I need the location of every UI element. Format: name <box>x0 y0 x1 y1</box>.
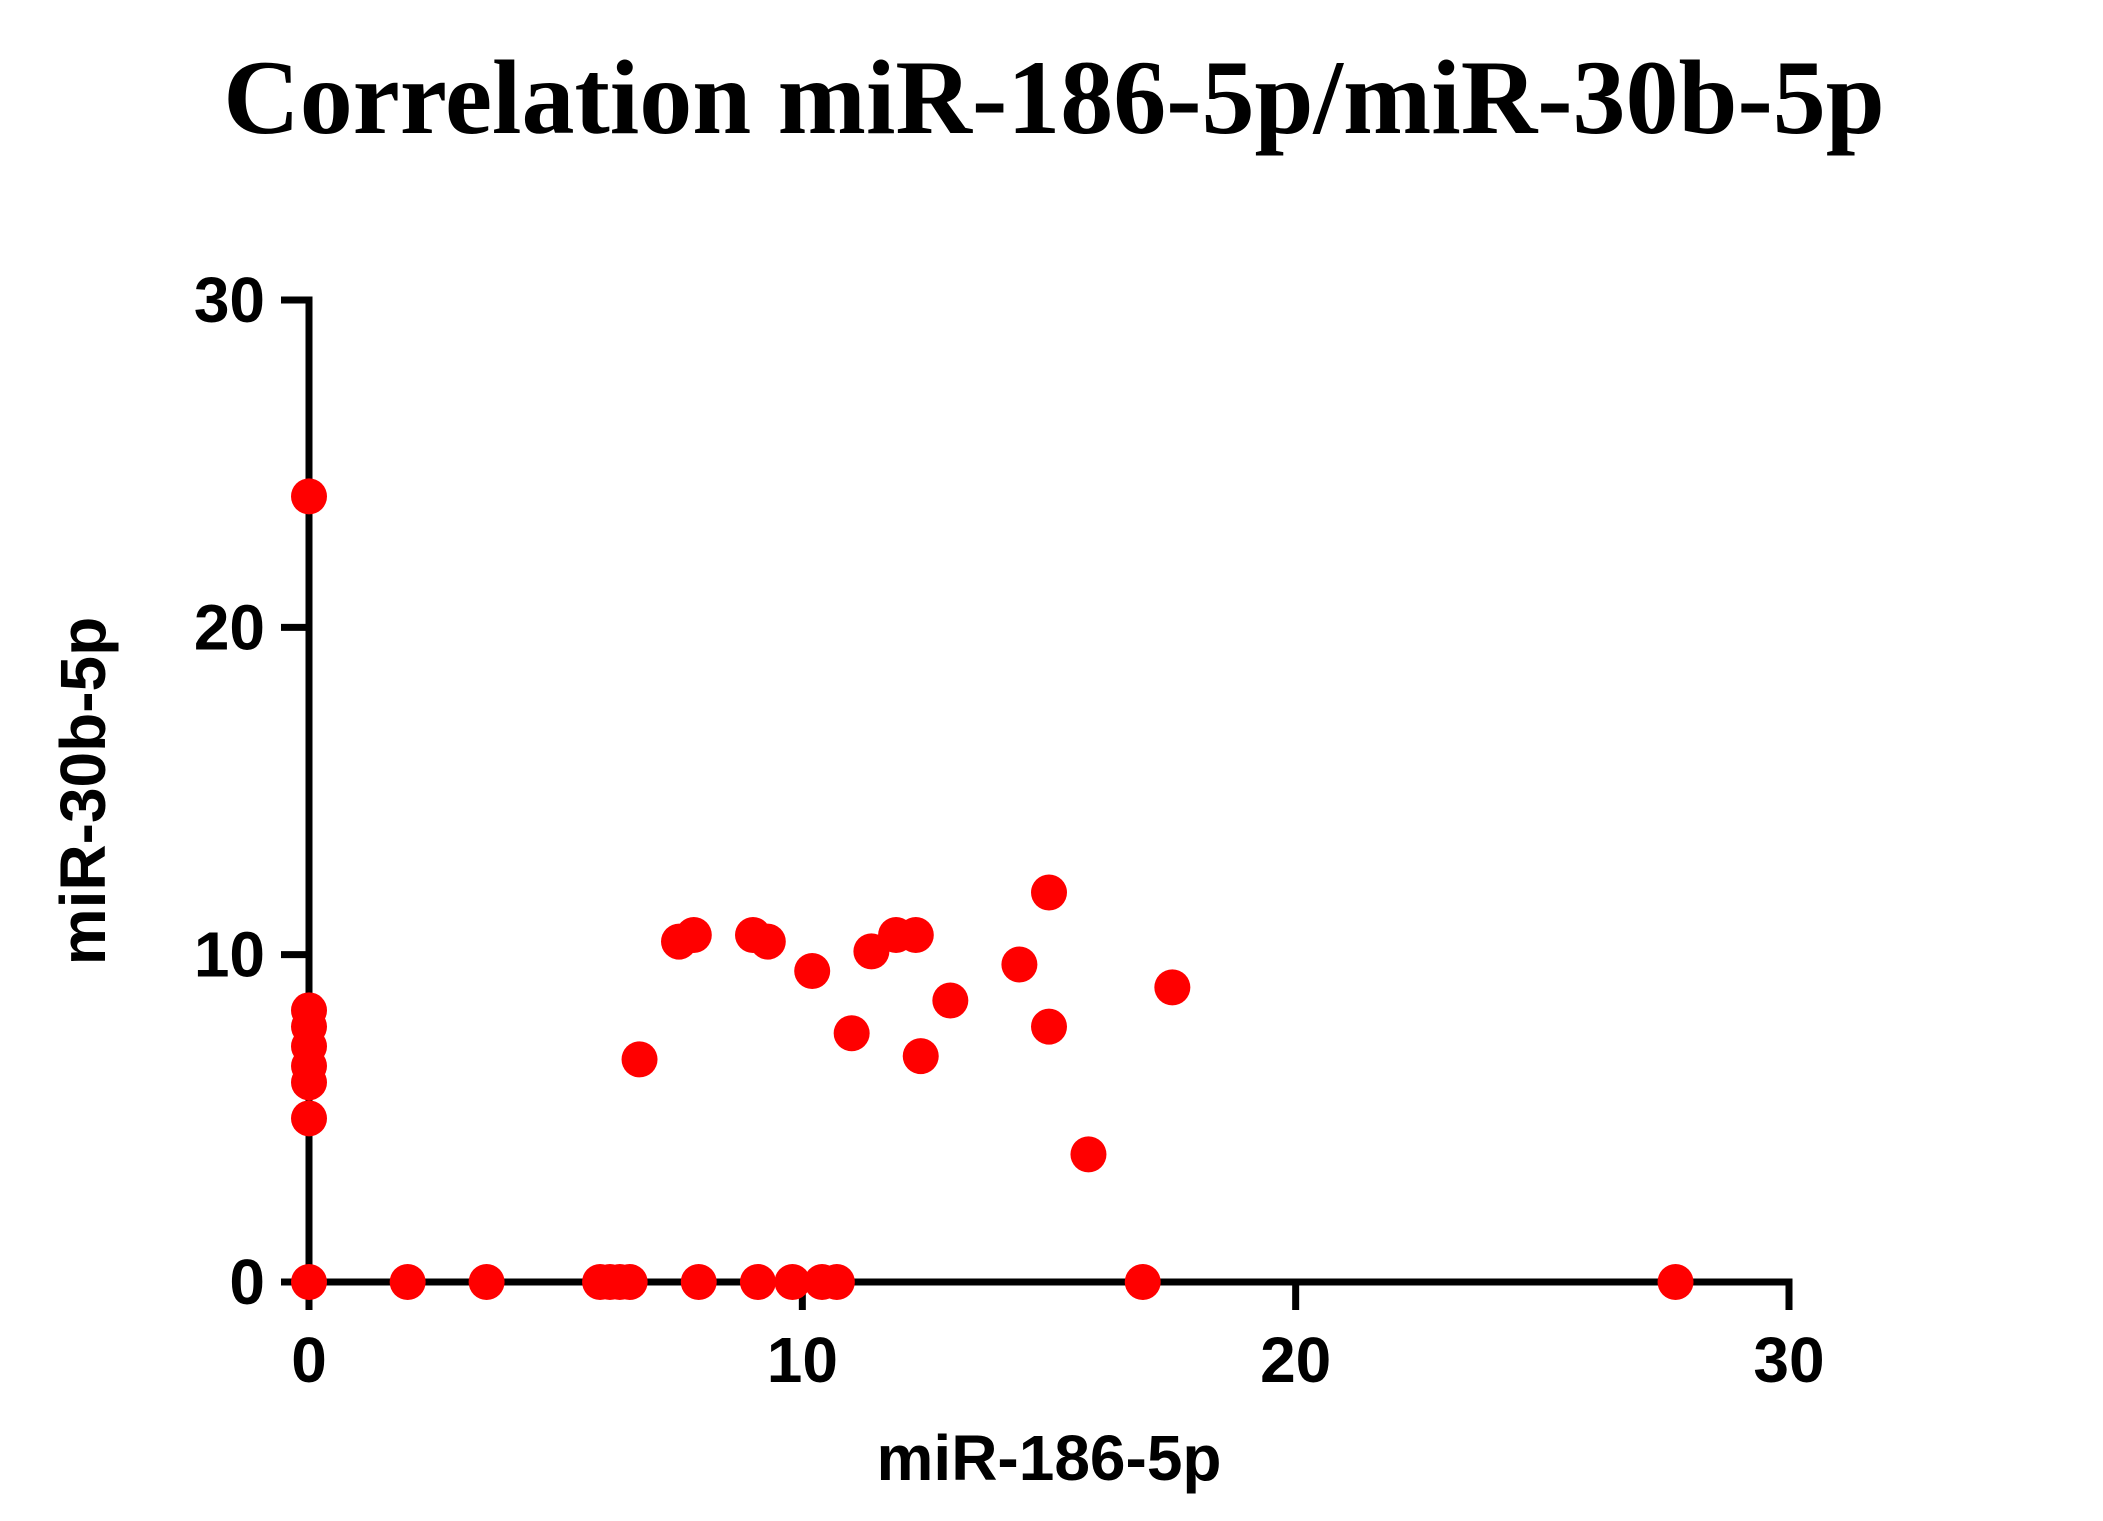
y-tick-label: 10 <box>194 919 265 991</box>
data-point <box>902 1038 939 1075</box>
data-point <box>794 953 831 990</box>
data-point <box>1154 969 1191 1006</box>
y-axis-title: miR-30b-5p <box>47 617 119 966</box>
y-tick-label: 0 <box>229 1246 265 1318</box>
ticks: 0 10 20 30 0 10 20 30 <box>194 264 1825 1396</box>
data-point <box>1031 874 1067 911</box>
data-point <box>621 1041 658 1078</box>
data-point <box>833 1015 870 1052</box>
data-point <box>1031 1008 1067 1045</box>
data-point <box>291 1264 327 1300</box>
data-point <box>739 1264 776 1300</box>
data-point <box>774 1264 811 1300</box>
x-tick-label: 10 <box>767 1324 838 1396</box>
data-points <box>291 478 1694 1300</box>
data-point <box>1001 946 1038 983</box>
data-point <box>291 1064 327 1101</box>
data-point <box>1124 1264 1161 1300</box>
data-point <box>932 982 969 1019</box>
data-point <box>749 923 786 960</box>
data-point <box>1070 1136 1107 1173</box>
data-point <box>468 1264 505 1300</box>
data-point <box>897 917 934 954</box>
data-point <box>1657 1264 1694 1300</box>
chart-title: Correlation miR-186-5p/miR-30b-5p <box>223 39 1885 156</box>
y-tick-label: 20 <box>194 591 265 663</box>
x-tick-label: 20 <box>1260 1324 1331 1396</box>
data-point <box>389 1264 426 1300</box>
data-point <box>680 1264 717 1300</box>
data-point <box>291 478 327 515</box>
data-point <box>818 1264 855 1300</box>
x-tick-label: 30 <box>1753 1324 1824 1396</box>
data-point <box>291 1100 327 1137</box>
data-point <box>611 1264 648 1300</box>
x-tick-label: 0 <box>291 1324 327 1396</box>
data-point <box>675 917 712 954</box>
x-axis-title: miR-186-5p <box>877 1422 1222 1494</box>
axes <box>305 296 1793 1286</box>
y-tick-label: 30 <box>194 264 265 336</box>
